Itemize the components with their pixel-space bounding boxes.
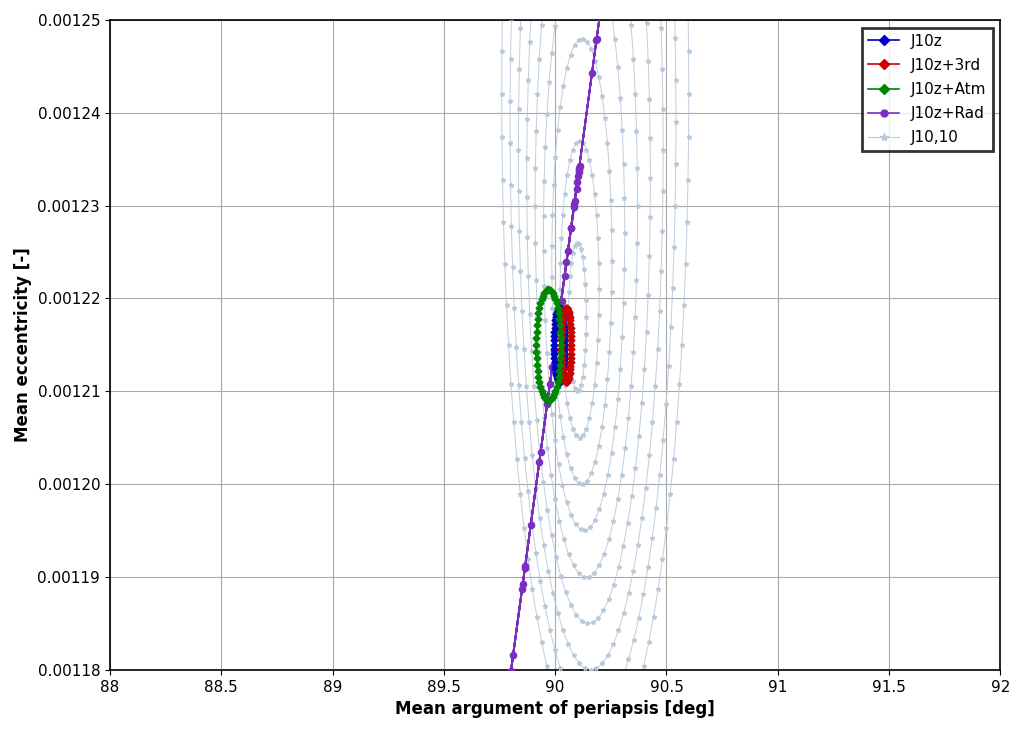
X-axis label: Mean argument of periapsis [deg]: Mean argument of periapsis [deg] [395,700,715,718]
Legend: J10z, J10z+3rd, J10z+Atm, J10z+Rad, J10,10: J10z, J10z+3rd, J10z+Atm, J10z+Rad, J10,… [862,28,993,152]
Y-axis label: Mean eccentricity [-]: Mean eccentricity [-] [14,247,32,442]
